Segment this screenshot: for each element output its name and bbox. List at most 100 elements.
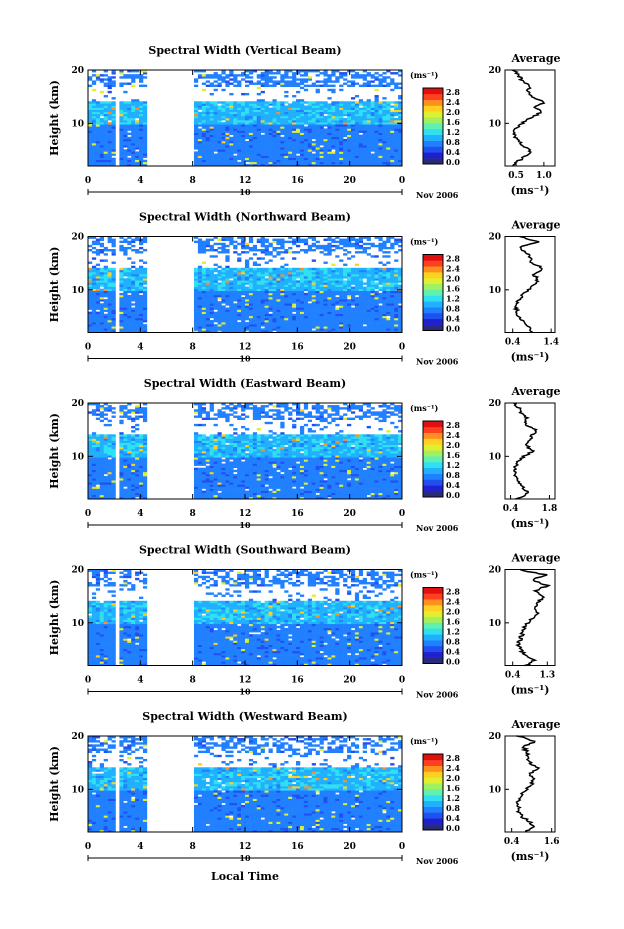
heatmap-cell <box>213 305 218 308</box>
heatmap-cell <box>362 161 367 165</box>
heatmap-cell <box>201 326 207 329</box>
x-tick-label: 0 <box>399 343 405 353</box>
heatmap-cell <box>225 111 230 115</box>
heatmap-cell <box>335 149 340 152</box>
heatmap-cell <box>88 101 93 104</box>
heatmap-cell <box>339 267 344 271</box>
heatmap-cell <box>142 120 148 123</box>
heatmap-cell <box>339 88 344 92</box>
heatmap-cell <box>358 120 364 123</box>
heatmap-cell <box>119 122 124 125</box>
heatmap-cell <box>135 107 140 110</box>
heatmap-cell <box>362 242 367 246</box>
heatmap-cell <box>390 145 395 148</box>
heatmap-cell <box>370 136 375 140</box>
heatmap-cell <box>386 278 391 281</box>
heatmap-cell <box>276 134 281 138</box>
heatmap-cell <box>307 105 313 108</box>
heatmap-cell <box>331 299 336 302</box>
heatmap-cell <box>327 317 332 321</box>
heatmap-cell <box>296 130 301 133</box>
heatmap-cell <box>127 149 132 152</box>
heatmap-cell <box>233 299 238 302</box>
heatmap-cell <box>233 288 238 292</box>
heatmap-cell <box>366 140 371 144</box>
heatmap-cell <box>241 307 246 310</box>
heatmap-cell <box>386 101 391 104</box>
heatmap-cell <box>99 328 104 331</box>
heatmap-cell <box>311 118 316 121</box>
heatmap-cell <box>382 269 387 273</box>
heatmap-cell <box>264 153 269 156</box>
heatmap-cell <box>303 303 309 306</box>
heatmap-cell <box>343 309 348 312</box>
heatmap-cell <box>311 111 316 115</box>
heatmap-cell <box>339 288 344 292</box>
heatmap-cell <box>256 118 261 121</box>
heatmap-cell <box>331 280 336 283</box>
heatmap-cell <box>229 111 234 115</box>
heatmap-cell <box>311 317 316 321</box>
colorbar-tick-label: 1.2 <box>446 294 460 304</box>
heatmap-cell <box>374 236 379 239</box>
heatmap-cell <box>213 303 218 306</box>
heatmap-cell <box>248 257 254 260</box>
heatmap-cell <box>272 163 277 167</box>
heatmap-cell <box>123 246 128 250</box>
heatmap-cell <box>248 101 254 104</box>
heatmap-cell <box>319 113 324 117</box>
heatmap-cell <box>252 161 258 165</box>
heatmap-cell <box>398 74 403 77</box>
heatmap-cell <box>354 76 360 79</box>
heatmap-cell <box>197 143 203 146</box>
heatmap-cell <box>296 84 301 87</box>
heatmap-cell <box>225 134 230 138</box>
heatmap-cell <box>127 136 132 140</box>
heatmap-cell <box>394 305 399 308</box>
heatmap-cell <box>139 109 144 113</box>
heatmap-cell <box>272 120 277 123</box>
heatmap-cell <box>331 311 336 315</box>
heatmap-cell <box>303 313 309 317</box>
heatmap-cell <box>284 74 289 77</box>
heatmap-cell <box>221 128 226 131</box>
heatmap-cell <box>229 280 234 283</box>
heatmap-cell <box>245 103 250 106</box>
heatmap-cell <box>256 317 261 321</box>
heatmap-cell <box>88 482 93 485</box>
heatmap-cell <box>280 284 285 287</box>
heatmap-cell <box>386 105 391 108</box>
avg-title: Average <box>510 52 560 65</box>
heatmap-cell <box>88 153 93 156</box>
heatmap-cell <box>390 78 395 81</box>
heatmap-cell <box>127 151 132 154</box>
heatmap-cell <box>307 157 313 161</box>
heatmap-cell <box>131 122 136 125</box>
heatmap-cell <box>378 276 383 279</box>
heatmap-cell <box>225 153 230 156</box>
heatmap-cell <box>245 128 250 131</box>
heatmap-cell <box>241 274 246 277</box>
heatmap-cell <box>370 305 375 308</box>
heatmap-cell <box>386 238 391 241</box>
heatmap-cell <box>241 115 246 119</box>
heatmap-cell <box>296 286 301 289</box>
heatmap-cell <box>260 330 265 333</box>
heatmap-cell <box>370 107 375 110</box>
heatmap-cell <box>111 288 116 292</box>
heatmap-cell <box>378 286 383 289</box>
heatmap-cell <box>284 90 289 94</box>
heatmap-cell <box>327 303 332 306</box>
heatmap-cell <box>299 286 305 289</box>
heatmap-cell <box>350 97 356 100</box>
heatmap-cell <box>284 118 289 121</box>
heatmap-cell <box>103 74 108 77</box>
heatmap-cell <box>248 322 254 325</box>
heatmap-cell <box>135 294 140 298</box>
heatmap-cell <box>370 126 375 129</box>
heatmap-cell <box>292 269 297 273</box>
heatmap-cell <box>366 315 371 319</box>
heatmap-cell <box>366 305 371 308</box>
colorbar-frame <box>422 254 444 331</box>
heatmap-cell <box>193 240 199 244</box>
